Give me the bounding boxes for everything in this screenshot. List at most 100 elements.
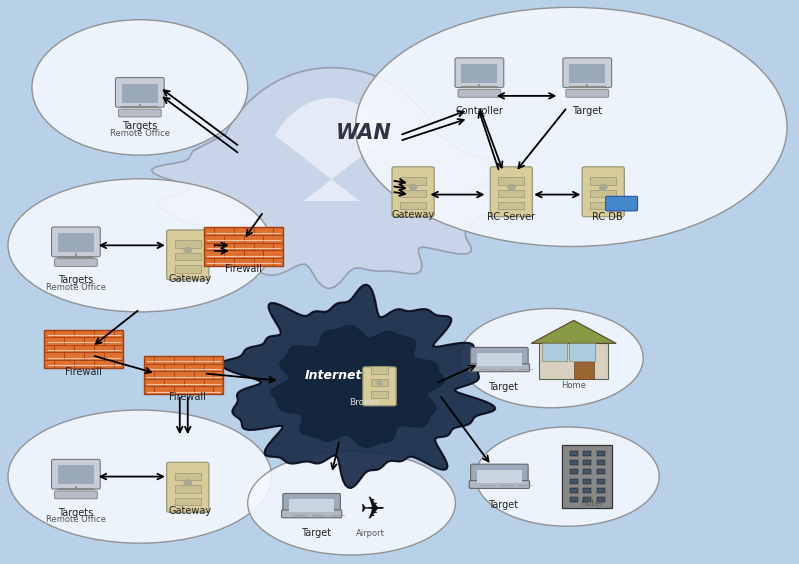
FancyBboxPatch shape: [455, 58, 504, 87]
FancyBboxPatch shape: [121, 83, 158, 103]
FancyBboxPatch shape: [175, 485, 201, 492]
FancyBboxPatch shape: [371, 379, 388, 386]
FancyBboxPatch shape: [51, 459, 101, 489]
FancyBboxPatch shape: [590, 202, 616, 209]
FancyBboxPatch shape: [583, 488, 591, 493]
FancyBboxPatch shape: [477, 353, 522, 366]
FancyBboxPatch shape: [469, 481, 530, 488]
FancyBboxPatch shape: [175, 265, 201, 272]
Circle shape: [599, 184, 607, 190]
Text: Firewall: Firewall: [225, 264, 262, 274]
Text: Internet: Internet: [305, 368, 363, 382]
Ellipse shape: [356, 7, 787, 246]
FancyBboxPatch shape: [471, 347, 528, 368]
FancyBboxPatch shape: [569, 343, 594, 361]
FancyBboxPatch shape: [570, 451, 578, 456]
FancyBboxPatch shape: [461, 64, 498, 83]
Text: Gateway: Gateway: [169, 274, 212, 284]
FancyBboxPatch shape: [606, 196, 638, 211]
Text: Target: Target: [488, 382, 519, 393]
FancyBboxPatch shape: [371, 367, 388, 374]
Text: Airport: Airport: [356, 529, 384, 538]
FancyBboxPatch shape: [597, 451, 605, 456]
Text: Broker: Broker: [349, 398, 378, 407]
FancyBboxPatch shape: [570, 497, 578, 502]
Circle shape: [184, 480, 192, 485]
FancyBboxPatch shape: [471, 464, 528, 485]
FancyBboxPatch shape: [597, 460, 605, 465]
FancyBboxPatch shape: [392, 167, 434, 217]
FancyBboxPatch shape: [175, 473, 201, 480]
FancyBboxPatch shape: [477, 470, 522, 483]
Circle shape: [184, 248, 192, 253]
FancyBboxPatch shape: [491, 167, 532, 217]
FancyBboxPatch shape: [583, 469, 591, 474]
FancyBboxPatch shape: [58, 465, 94, 484]
Text: Target: Target: [488, 500, 519, 510]
FancyBboxPatch shape: [44, 329, 123, 368]
FancyBboxPatch shape: [499, 202, 524, 209]
Text: Controller: Controller: [455, 106, 503, 116]
FancyBboxPatch shape: [542, 343, 567, 361]
FancyBboxPatch shape: [51, 227, 101, 257]
FancyBboxPatch shape: [574, 362, 594, 378]
FancyBboxPatch shape: [597, 497, 605, 502]
FancyBboxPatch shape: [582, 167, 624, 217]
FancyBboxPatch shape: [115, 77, 165, 107]
Ellipse shape: [8, 179, 272, 312]
FancyBboxPatch shape: [597, 479, 605, 483]
FancyBboxPatch shape: [583, 497, 591, 502]
Text: Gateway: Gateway: [392, 210, 435, 220]
FancyBboxPatch shape: [400, 177, 426, 184]
FancyBboxPatch shape: [570, 479, 578, 483]
FancyBboxPatch shape: [175, 253, 201, 260]
FancyBboxPatch shape: [167, 462, 209, 512]
FancyBboxPatch shape: [499, 177, 524, 184]
FancyBboxPatch shape: [597, 488, 605, 493]
FancyBboxPatch shape: [566, 90, 609, 97]
Circle shape: [507, 184, 515, 190]
FancyBboxPatch shape: [569, 64, 606, 83]
FancyBboxPatch shape: [205, 227, 284, 266]
FancyBboxPatch shape: [175, 497, 201, 505]
Text: Remote Office: Remote Office: [46, 283, 106, 292]
Polygon shape: [221, 285, 495, 488]
Ellipse shape: [8, 410, 272, 543]
FancyBboxPatch shape: [54, 258, 97, 266]
FancyBboxPatch shape: [597, 469, 605, 474]
Polygon shape: [271, 325, 445, 448]
Ellipse shape: [459, 309, 643, 408]
FancyBboxPatch shape: [144, 356, 223, 394]
FancyBboxPatch shape: [469, 364, 530, 372]
Text: RC DB: RC DB: [592, 212, 622, 222]
FancyBboxPatch shape: [583, 460, 591, 465]
FancyBboxPatch shape: [281, 510, 342, 518]
Ellipse shape: [32, 20, 248, 155]
FancyBboxPatch shape: [458, 90, 501, 97]
FancyBboxPatch shape: [570, 488, 578, 493]
FancyBboxPatch shape: [400, 202, 426, 209]
FancyBboxPatch shape: [363, 367, 396, 406]
Text: Targets: Targets: [58, 508, 93, 518]
Text: Remote Office: Remote Office: [46, 515, 106, 524]
FancyBboxPatch shape: [590, 177, 616, 184]
Text: Target: Target: [300, 528, 331, 538]
Text: Gateway: Gateway: [169, 506, 212, 517]
Polygon shape: [531, 320, 616, 343]
Text: Hotel: Hotel: [580, 499, 602, 508]
FancyBboxPatch shape: [400, 190, 426, 197]
FancyBboxPatch shape: [562, 58, 612, 87]
FancyBboxPatch shape: [54, 491, 97, 499]
Text: Firewall: Firewall: [66, 367, 102, 377]
Text: ✈: ✈: [359, 496, 384, 525]
Text: WAN: WAN: [336, 122, 392, 143]
FancyBboxPatch shape: [167, 230, 209, 280]
Circle shape: [409, 184, 417, 190]
Text: Targets: Targets: [58, 275, 93, 285]
FancyBboxPatch shape: [289, 499, 334, 512]
FancyBboxPatch shape: [499, 190, 524, 197]
Polygon shape: [152, 68, 511, 289]
Polygon shape: [275, 98, 388, 201]
Circle shape: [376, 381, 383, 385]
FancyBboxPatch shape: [58, 233, 94, 252]
